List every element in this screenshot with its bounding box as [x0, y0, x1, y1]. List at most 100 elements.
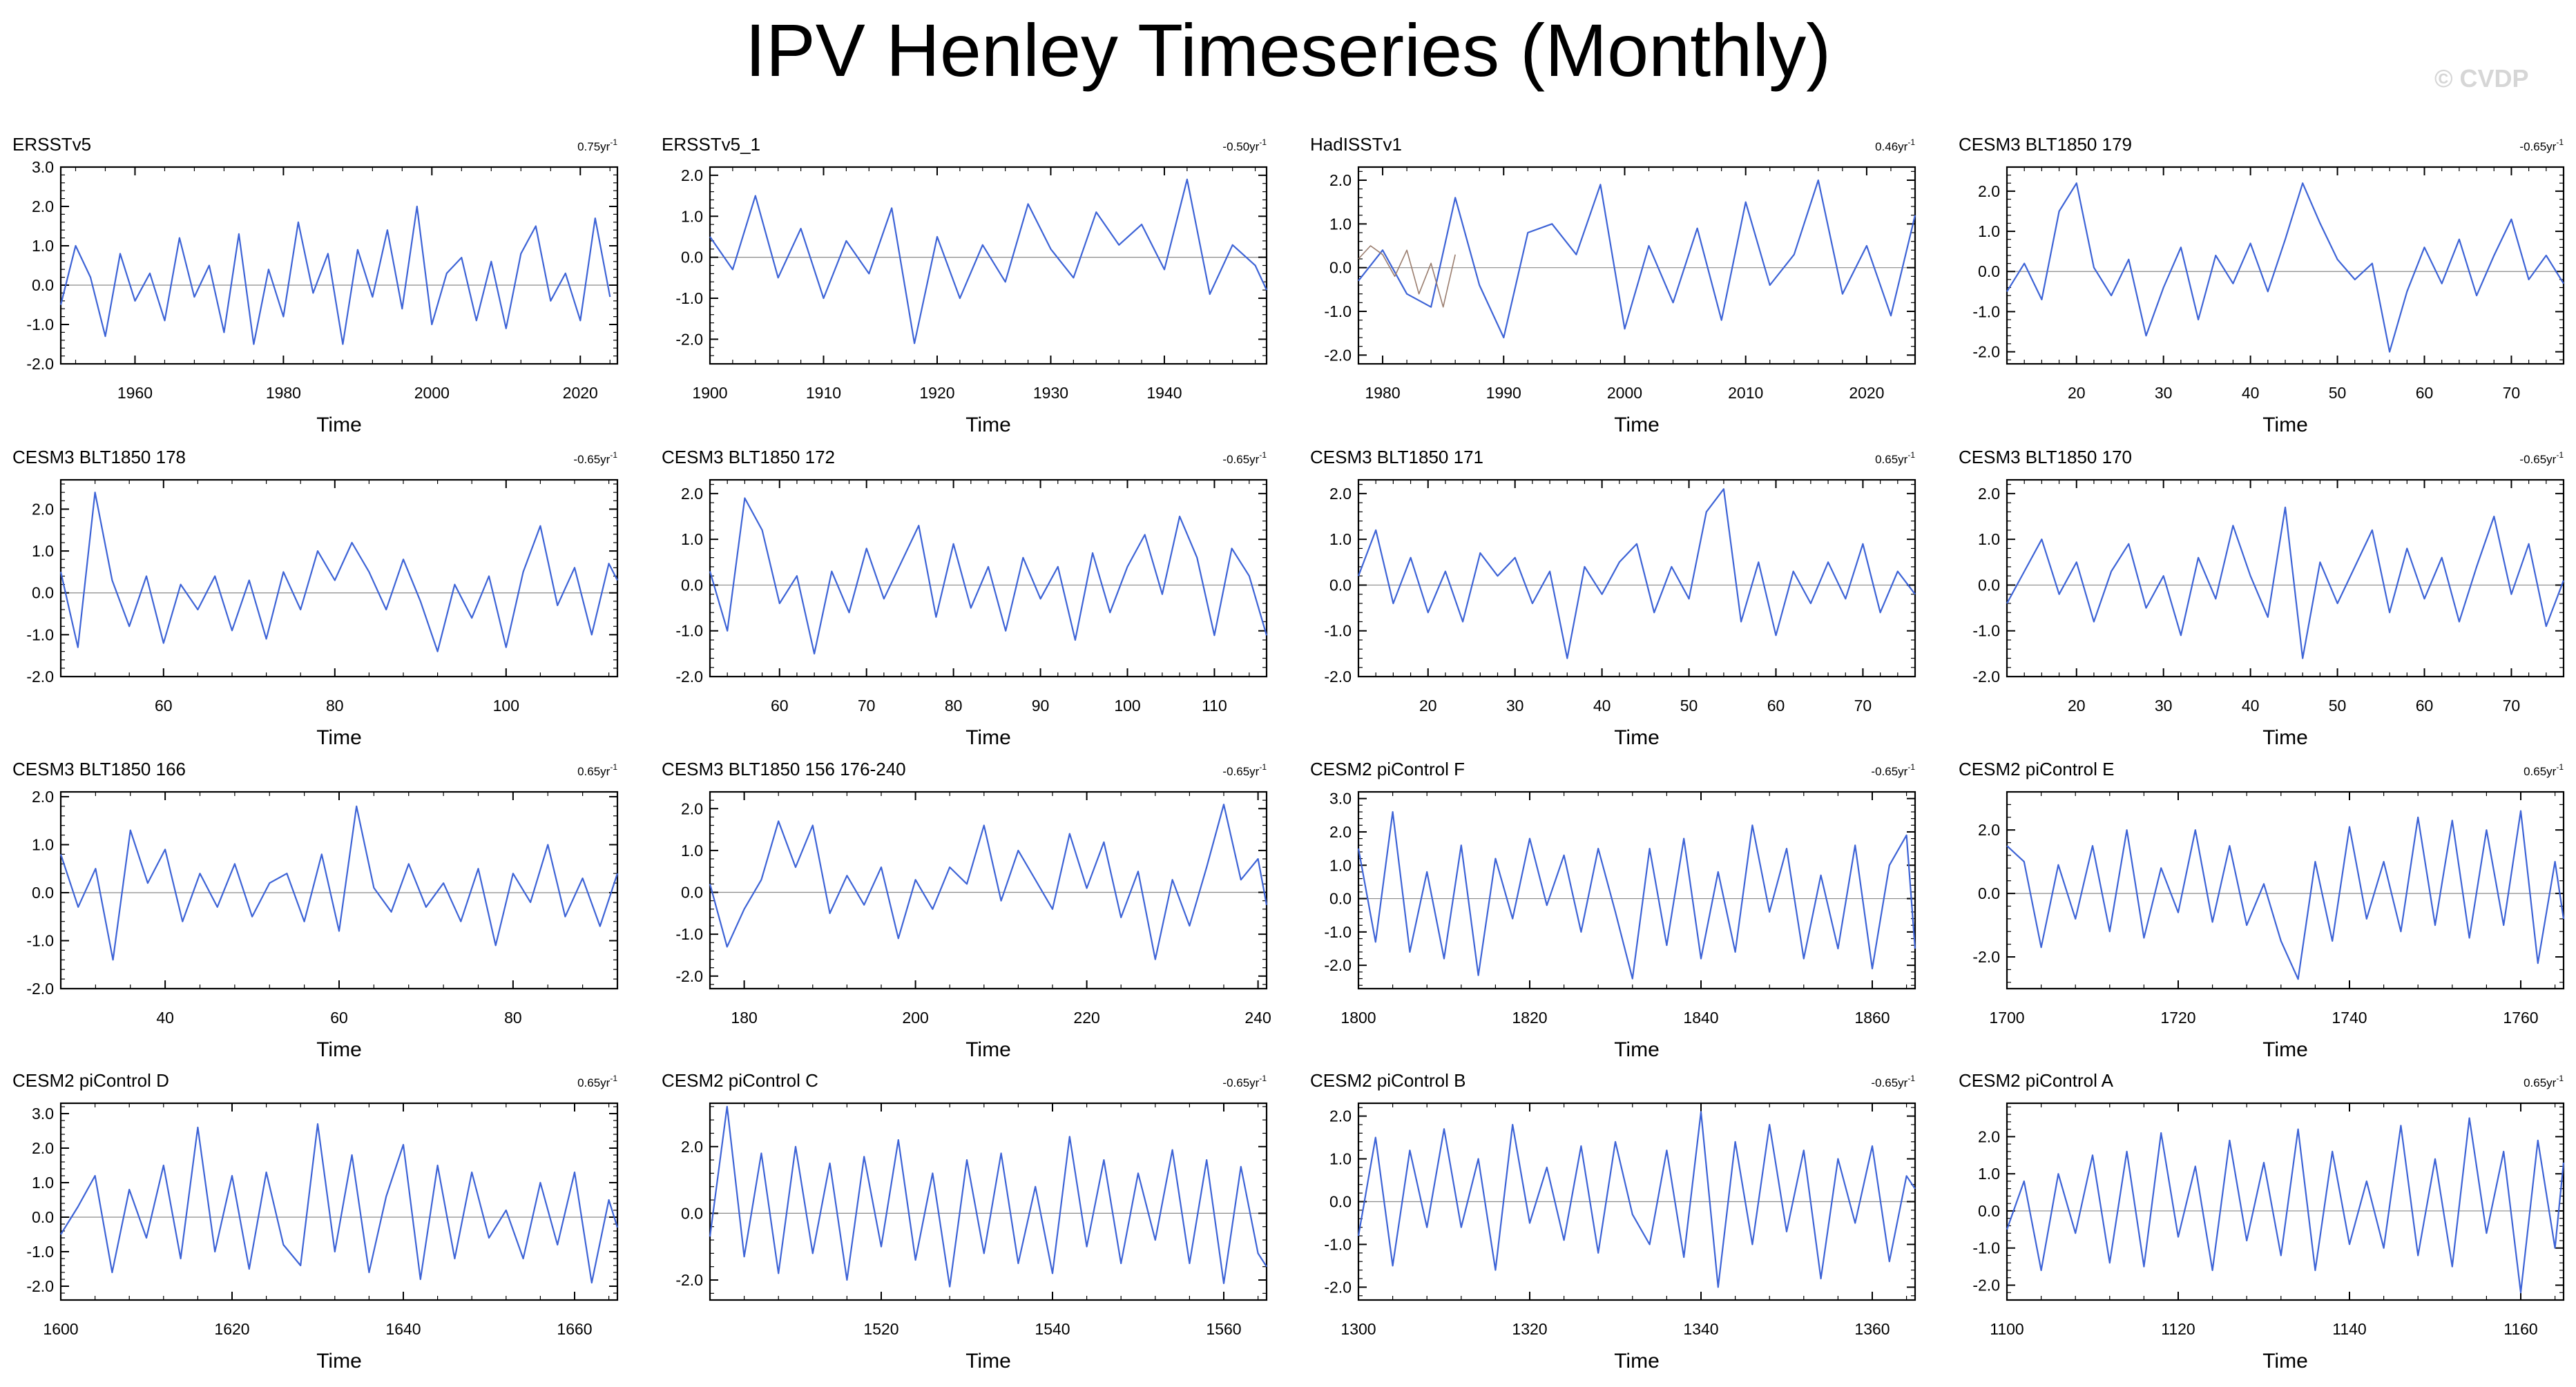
- y-tick-label: 0.0: [681, 884, 703, 902]
- y-tick-label: 2.0: [1329, 1107, 1352, 1125]
- series-line: [2006, 506, 2565, 659]
- trend-value: 0.65yr: [1875, 453, 1908, 466]
- trend-exponent: -1: [1259, 762, 1267, 772]
- x-tick-label: 1520: [863, 1320, 898, 1338]
- panel-title: ERSSTv5: [12, 134, 91, 155]
- y-tick-label: 2.0: [1329, 823, 1352, 841]
- x-axis-title: Time: [1614, 726, 1660, 749]
- trend-label: 0.65yr-1: [577, 762, 617, 778]
- y-tick-label: -2.0: [26, 355, 54, 373]
- panel-title: CESM3 BLT1850 178: [12, 447, 186, 467]
- panel-title: HadISSTv1: [1310, 134, 1402, 155]
- x-tick-label: 1700: [1989, 1009, 2024, 1027]
- x-axis-title: Time: [2262, 1038, 2308, 1061]
- x-tick-label: 1930: [1033, 384, 1068, 402]
- x-tick-label: 60: [155, 697, 173, 715]
- series-line: [709, 804, 1268, 960]
- chart-panel: -2.0 -1.0 0.0 1.0 2.0 1980 1990 2000 2010 2020 Had…: [1310, 134, 1916, 436]
- x-axis-title: Time: [2262, 414, 2308, 436]
- y-tick-label: -1.0: [1324, 1235, 1352, 1253]
- trend-label: -0.65yr-1: [1222, 762, 1267, 778]
- trend-value: -0.65yr: [2519, 140, 2556, 153]
- y-tick-label: 0.0: [1978, 262, 2000, 280]
- x-axis-title: Time: [965, 1350, 1011, 1373]
- chart-panel: -2.0 -1.0 0.0 1.0 2.0 60 70 80 90 100 110 CESM3 BLT…: [662, 447, 1268, 749]
- trend-value: -0.65yr: [573, 453, 610, 466]
- y-tick-label: 1.0: [1329, 1150, 1352, 1168]
- series-line: [2006, 1117, 2565, 1294]
- x-tick-label: 1960: [117, 384, 153, 402]
- y-tick-label: -2.0: [1972, 948, 2000, 966]
- trend-value: -0.65yr: [1871, 765, 1907, 778]
- y-tick-label: -1.0: [1324, 302, 1352, 320]
- y-tick-label: -1.0: [675, 622, 703, 640]
- panel-title: CESM3 BLT1850 179: [1959, 134, 2132, 155]
- y-tick-label: -1.0: [26, 1243, 54, 1261]
- trend-value: 0.65yr: [577, 1076, 611, 1089]
- y-tick-label: 1.0: [681, 530, 703, 548]
- chart-panel: -2.0 -1.0 0.0 1.0 2.0 1100 1120 1140 1160 CESM2 p…: [1959, 1070, 2565, 1373]
- series-line: [1357, 811, 1916, 980]
- chart-panel: -2.0 0.0 2.0 1700 1720 1740 1760 CESM2 piContro…: [1959, 759, 2565, 1061]
- y-tick-label: 1.0: [32, 542, 54, 560]
- trend-exponent: -1: [1259, 137, 1267, 147]
- x-axis-title: Time: [2262, 1350, 2308, 1373]
- x-tick-label: 60: [2416, 384, 2434, 402]
- trend-label: 0.65yr-1: [2524, 762, 2564, 778]
- plot-frame: [709, 791, 1268, 990]
- copyright-watermark: © CVDP: [2434, 64, 2529, 93]
- y-tick-label: 2.0: [32, 1139, 54, 1157]
- trend-exponent: -1: [2556, 137, 2564, 147]
- y-tick-label: 0.0: [1978, 884, 2000, 902]
- x-tick-label: 20: [2068, 384, 2086, 402]
- plot-frame: [2006, 791, 2565, 990]
- y-tick-label: 3.0: [32, 1105, 54, 1123]
- y-tick-label: -2.0: [675, 967, 703, 985]
- x-tick-label: 40: [1593, 697, 1611, 715]
- x-tick-label: 40: [156, 1009, 174, 1027]
- series-line: [1358, 179, 1916, 339]
- x-tick-label: 80: [326, 697, 344, 715]
- x-axis-title: Time: [965, 414, 1011, 436]
- trend-label: -0.65yr-1: [1871, 1074, 1915, 1089]
- y-tick-label: 1.0: [32, 835, 54, 853]
- x-tick-label: 1990: [1486, 384, 1521, 402]
- series-line: [59, 805, 619, 961]
- y-tick-label: -1.0: [26, 625, 54, 643]
- panel-title: CESM2 piControl F: [1310, 759, 1465, 779]
- trend-label: -0.65yr-1: [1222, 1074, 1267, 1089]
- x-tick-label: 80: [945, 697, 963, 715]
- plot-frame: [59, 1102, 619, 1301]
- y-tick-label: -2.0: [1324, 1278, 1352, 1296]
- y-tick-label: 1.0: [681, 207, 703, 225]
- x-axis-title: Time: [1614, 1350, 1660, 1373]
- x-axis-title: Time: [2262, 726, 2308, 749]
- y-tick-label: -1.0: [26, 316, 54, 333]
- x-tick-label: 1920: [919, 384, 954, 402]
- y-tick-label: -2.0: [26, 980, 54, 998]
- chart-panel: -2.0 -1.0 0.0 1.0 2.0 20 30 40 50 60 70 CESM3 BLT18…: [1310, 447, 1916, 749]
- trend-value: 0.46yr: [1875, 140, 1908, 153]
- trend-value: 0.65yr: [2524, 1076, 2557, 1089]
- trend-label: -0.65yr-1: [573, 450, 617, 466]
- trend-label: 0.65yr-1: [577, 1074, 617, 1089]
- x-axis-title: Time: [316, 726, 362, 749]
- trend-exponent: -1: [610, 450, 617, 460]
- trend-exponent: -1: [1907, 137, 1915, 147]
- x-tick-label: 70: [858, 697, 876, 715]
- x-tick-label: 1560: [1206, 1320, 1241, 1338]
- series-line: [2006, 810, 2565, 980]
- y-tick-label: 1.0: [681, 842, 703, 860]
- y-tick-label: -2.0: [1972, 343, 2000, 361]
- series-line: [1358, 245, 1456, 308]
- x-axis-title: Time: [316, 414, 362, 436]
- y-tick-label: 1.0: [32, 237, 54, 255]
- trend-value: 0.75yr: [577, 140, 611, 153]
- y-tick-label: 3.0: [1329, 790, 1352, 808]
- y-tick-label: 2.0: [32, 500, 54, 518]
- trend-value: -0.65yr: [1871, 1076, 1907, 1089]
- x-tick-label: 100: [1114, 697, 1140, 715]
- y-tick-label: 2.0: [681, 799, 703, 817]
- x-tick-label: 2000: [1607, 384, 1642, 402]
- trend-value: -0.50yr: [1222, 140, 1259, 153]
